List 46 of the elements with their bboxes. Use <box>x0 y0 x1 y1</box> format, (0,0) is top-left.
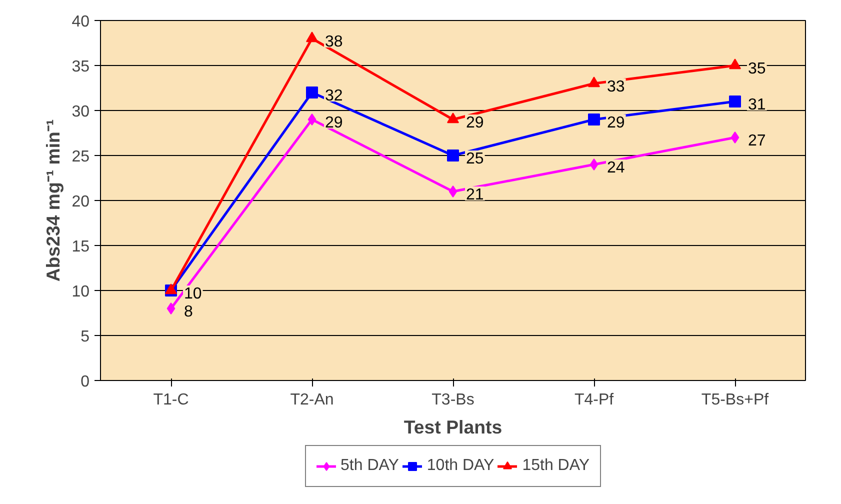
point <box>730 132 740 144</box>
legend-label: 15th DAY <box>522 457 590 475</box>
y-tick-label: 5 <box>80 328 90 346</box>
data-label: 38 <box>325 34 343 50</box>
y-tick-label: 10 <box>72 284 90 300</box>
y-tick-label: 25 <box>72 148 90 166</box>
point <box>448 186 458 198</box>
point <box>588 114 600 126</box>
point <box>308 114 316 126</box>
point <box>590 158 598 170</box>
x-axis-title: Test Plants <box>404 416 502 438</box>
data-label: 25 <box>466 150 484 168</box>
point <box>447 112 459 124</box>
data-label: 24 <box>607 160 625 176</box>
data-label: 29 <box>325 114 343 132</box>
data-label: 33 <box>607 78 625 96</box>
y-tick-label: 20 <box>72 194 90 210</box>
y-axis-title: Abs234 mg⁻¹ min⁻¹ <box>42 119 64 282</box>
x-tick-label: T2-An <box>290 392 334 408</box>
x-tick-label: T1-C <box>153 392 189 408</box>
legend-label: 10th DAY <box>426 457 494 475</box>
point <box>588 76 600 88</box>
y-tick-label: 35 <box>72 58 90 76</box>
y-tick-label: 15 <box>72 238 90 256</box>
point <box>729 96 741 108</box>
data-label: 27 <box>748 132 766 150</box>
data-label: 31 <box>748 96 766 114</box>
data-label: 8 <box>184 304 193 320</box>
x-tick-label: T4-Pf <box>574 392 614 408</box>
data-label: 32 <box>325 88 343 104</box>
point <box>306 86 318 98</box>
point <box>729 58 741 70</box>
point <box>166 302 176 314</box>
data-label: 21 <box>466 186 484 204</box>
x-tick-label: T5-Bs+Pf <box>701 392 770 408</box>
y-tick-label: 30 <box>72 104 90 120</box>
data-label: 29 <box>466 114 484 132</box>
x-tick-label: T3-Bs <box>432 392 474 408</box>
y-tick-label: 40 <box>72 14 90 30</box>
data-label: 35 <box>748 60 766 78</box>
data-label: 10 <box>184 286 202 302</box>
y-tick-label: 0 <box>80 374 90 390</box>
point <box>306 32 318 42</box>
data-label: 29 <box>607 114 625 132</box>
legend-label: 5th DAY <box>340 457 399 475</box>
point <box>447 150 459 162</box>
